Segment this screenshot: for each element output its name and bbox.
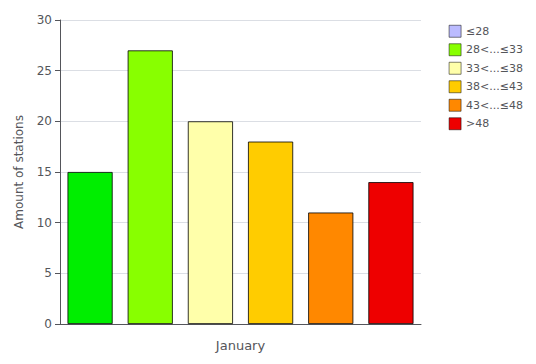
svg-text:33<...≤38: 33<...≤38 — [466, 62, 523, 75]
svg-text:10: 10 — [37, 216, 52, 230]
svg-text:28<...≤33: 28<...≤33 — [466, 43, 523, 56]
svg-text:38<...≤43: 38<...≤43 — [466, 80, 523, 93]
svg-text:30: 30 — [37, 13, 52, 27]
svg-text:0: 0 — [44, 317, 52, 331]
svg-text:25: 25 — [37, 64, 52, 78]
svg-text:20: 20 — [37, 114, 52, 128]
svg-text:≤28: ≤28 — [466, 25, 489, 38]
svg-text:Amount of stations: Amount of stations — [12, 115, 26, 229]
svg-text:15: 15 — [37, 165, 52, 179]
svg-text:43<...≤48: 43<...≤48 — [466, 99, 523, 112]
svg-text:January: January — [215, 338, 266, 353]
svg-text:5: 5 — [44, 266, 52, 280]
svg-text:>48: >48 — [466, 117, 489, 130]
